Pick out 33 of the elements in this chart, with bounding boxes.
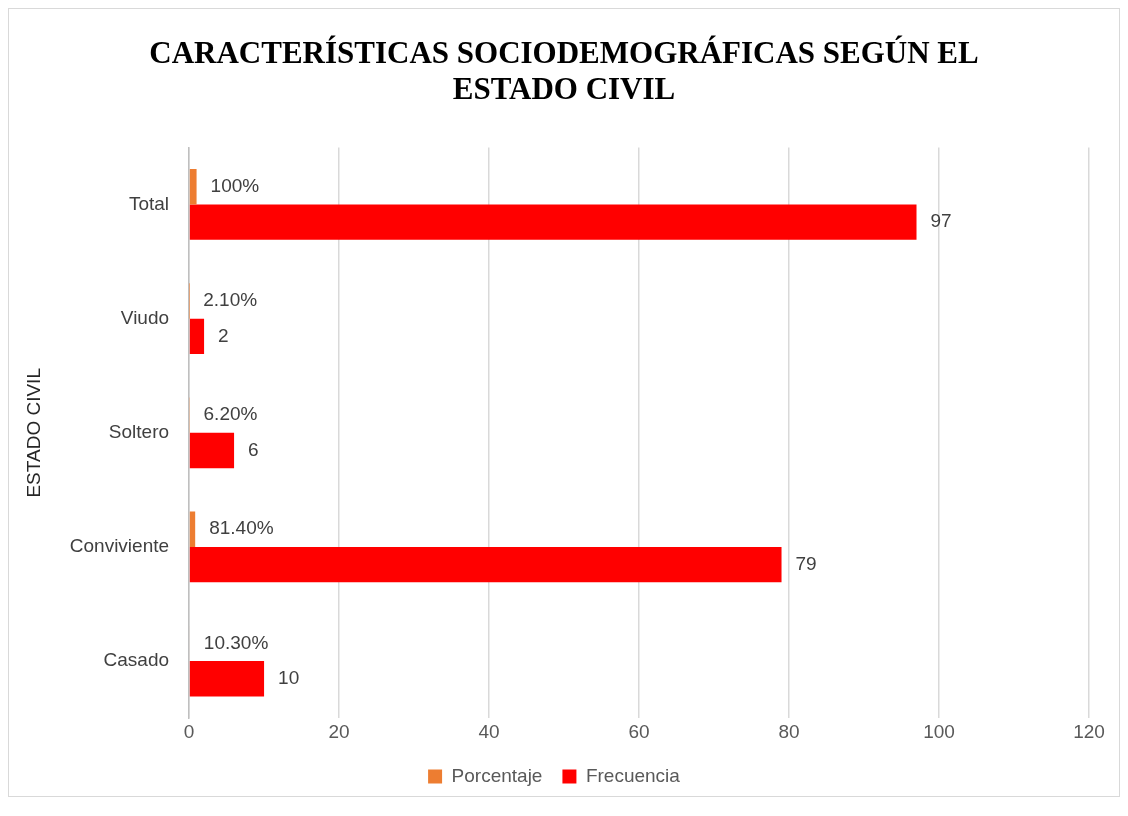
- chart-title: CARACTERÍSTICAS SOCIODEMOGRÁFICAS SEGÚN EL ESTADO CIVIL: [148, 34, 980, 108]
- x-tick-label: 20: [328, 721, 350, 743]
- data-label: 97: [930, 210, 952, 232]
- data-label: 79: [795, 553, 817, 575]
- data-label: 6.20%: [203, 403, 258, 425]
- x-tick-label: 60: [628, 721, 650, 743]
- bar: [189, 318, 205, 355]
- bar: [189, 169, 197, 205]
- data-label: 10: [278, 667, 300, 689]
- data-label: 100%: [210, 175, 260, 197]
- bar: [189, 204, 917, 241]
- y-tick-label: Conviviente: [69, 535, 170, 557]
- y-tick-label: Casado: [103, 649, 170, 671]
- data-label: 2.10%: [203, 289, 258, 311]
- data-label: 6: [248, 439, 259, 461]
- x-tick-label: 120: [1073, 721, 1105, 743]
- y-tick-label: Soltero: [108, 421, 170, 443]
- bar: [189, 433, 235, 469]
- data-label: 2: [218, 324, 229, 346]
- x-tick-label: 80: [778, 721, 800, 743]
- y-axis-title: ESTADO CIVIL: [22, 368, 44, 498]
- legend-label: Frecuencia: [585, 765, 681, 787]
- x-tick-label: 40: [478, 721, 500, 743]
- bar: [189, 547, 782, 583]
- data-label: 81.40%: [209, 517, 274, 539]
- bar: [189, 661, 265, 697]
- data-label: 10.30%: [203, 631, 269, 653]
- legend-label: Porcentaje: [451, 765, 543, 787]
- bar: [189, 511, 196, 548]
- y-tick-label: Viudo: [120, 307, 170, 329]
- x-tick-label: 100: [923, 721, 955, 743]
- x-tick-label: 0: [183, 721, 195, 743]
- y-tick-label: Total: [128, 193, 170, 214]
